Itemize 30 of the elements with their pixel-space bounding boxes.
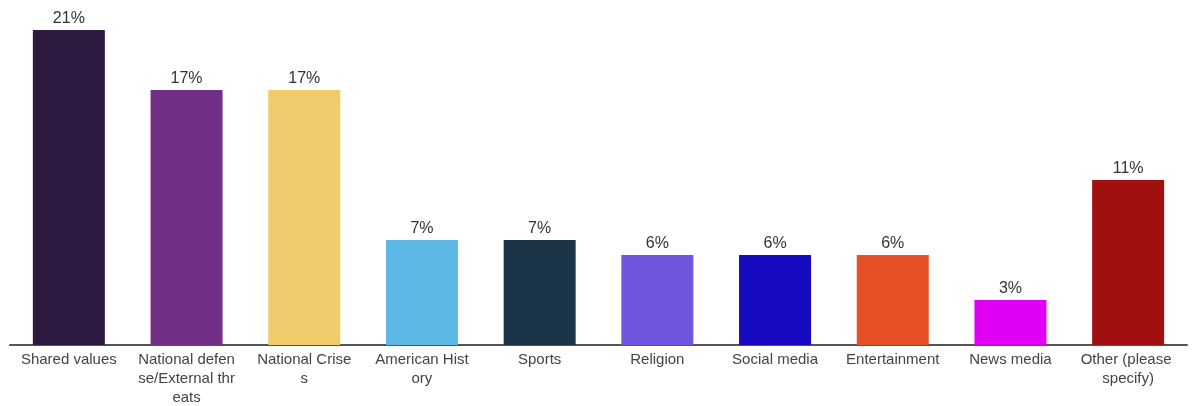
data-label: 6% xyxy=(881,233,905,251)
bar xyxy=(856,255,929,345)
bar xyxy=(503,240,576,345)
data-label: 17% xyxy=(288,68,321,86)
bar xyxy=(32,30,105,345)
bar xyxy=(621,255,694,345)
data-label: 6% xyxy=(645,233,669,251)
bar xyxy=(974,300,1047,345)
data-label: 17% xyxy=(170,68,203,86)
x-tick-label: American History xyxy=(375,350,470,386)
x-tick-label: Sports xyxy=(517,350,562,367)
bar xyxy=(268,90,341,345)
data-label: 11% xyxy=(1112,158,1144,176)
x-tick-label: Entertainment xyxy=(846,350,941,367)
data-label: 7% xyxy=(528,218,552,236)
data-label: 3% xyxy=(998,278,1023,296)
bar xyxy=(150,90,223,345)
bar xyxy=(1092,180,1165,345)
x-tick-label: National Crises xyxy=(257,350,352,386)
data-label: 7% xyxy=(410,218,434,236)
data-label: 21% xyxy=(52,8,85,26)
bar xyxy=(385,240,458,345)
x-tick-label: News media xyxy=(969,350,1053,367)
x-tick-label: Religion xyxy=(630,350,685,367)
x-tick-label: Shared values xyxy=(20,350,117,367)
bar xyxy=(739,255,812,345)
data-label: 6% xyxy=(763,233,787,251)
x-tick-label: Social media xyxy=(732,350,819,367)
x-tick-label: Other (please specify) xyxy=(1080,350,1176,386)
x-tick-label: National defense/External threats xyxy=(138,350,235,405)
